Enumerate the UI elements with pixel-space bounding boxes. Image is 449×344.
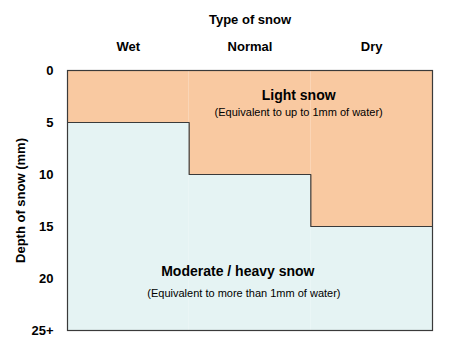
svg-text:25+: 25+ [31, 323, 53, 338]
svg-text:Light snow: Light snow [262, 87, 336, 103]
svg-text:10: 10 [39, 167, 53, 182]
svg-text:Wet: Wet [117, 39, 141, 54]
svg-text:15: 15 [39, 219, 53, 234]
svg-text:Moderate / heavy snow: Moderate / heavy snow [161, 263, 314, 279]
svg-text:Depth of snow (mm): Depth of snow (mm) [13, 138, 28, 263]
svg-text:(Equivalent to more than 1mm o: (Equivalent to more than 1mm of water) [147, 287, 340, 299]
svg-text:Dry: Dry [361, 39, 383, 54]
svg-text:(Equivalent to up to 1mm of wa: (Equivalent to up to 1mm of water) [215, 106, 383, 118]
svg-text:20: 20 [39, 271, 53, 286]
svg-text:5: 5 [46, 115, 53, 130]
svg-text:0: 0 [46, 63, 53, 78]
svg-text:Type of snow: Type of snow [209, 12, 292, 27]
svg-text:Normal: Normal [228, 39, 273, 54]
